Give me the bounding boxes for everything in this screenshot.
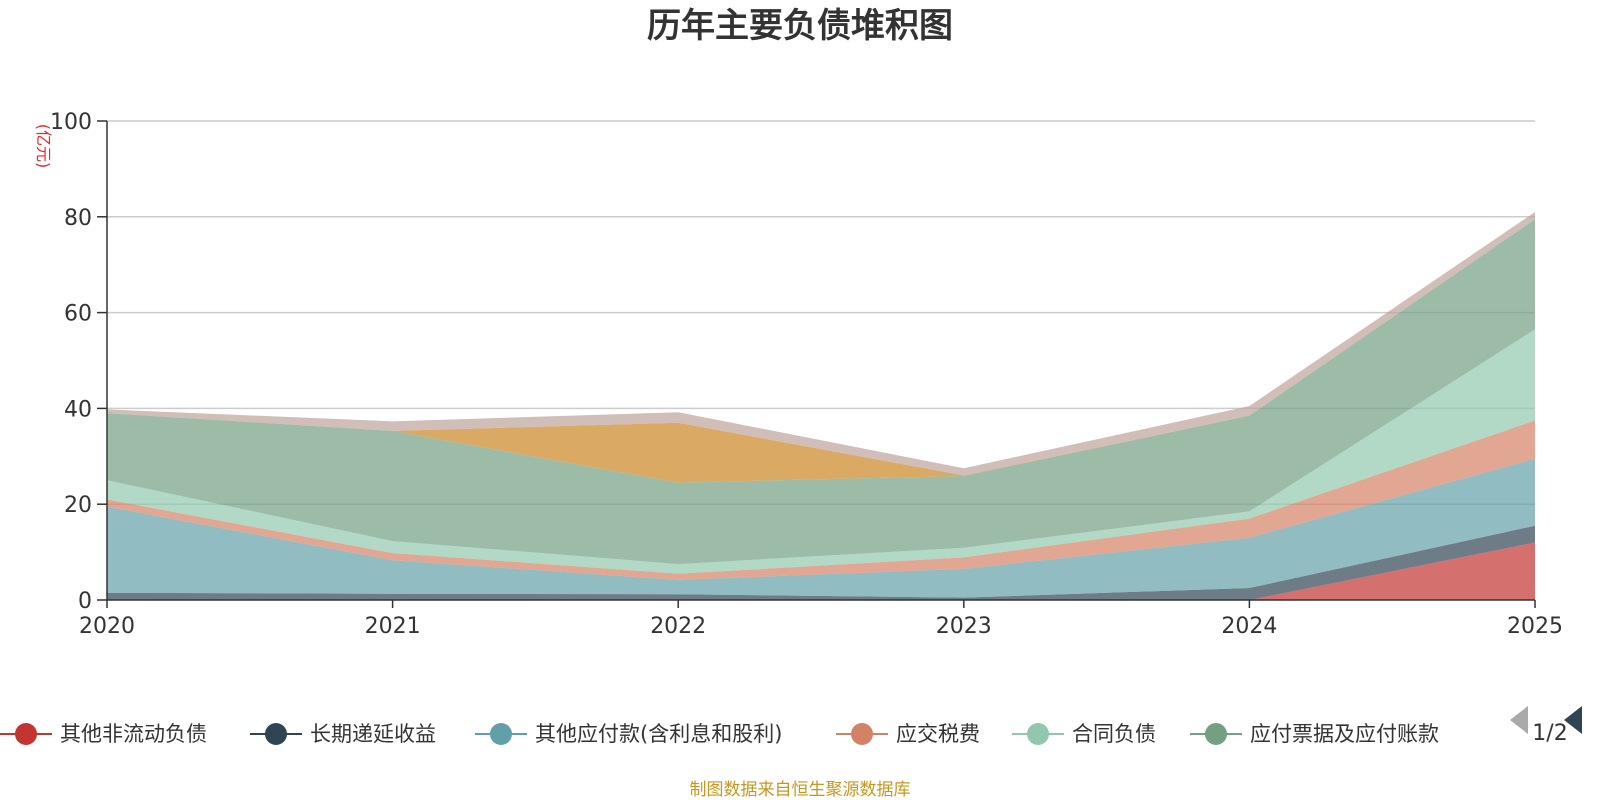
legend-marker-icon (265, 723, 287, 745)
series-area-3 (107, 420, 1535, 580)
x-tick-label: 2022 (650, 614, 706, 639)
legend-label: 其他非流动负债 (60, 722, 207, 746)
x-tick-label: 2023 (936, 614, 992, 639)
legend: 其他非流动负债 长期递延收益 其他应付款(含利息和股利) 应交税费 合同负债 应付票据及应… (0, 722, 1439, 746)
legend-marker-icon (851, 723, 873, 745)
legend-item-2[interactable]: 其他应付款(含利息和股利) (475, 722, 782, 746)
legend-item-4[interactable]: 合同负债 (1012, 722, 1156, 746)
y-axis-unit-label: (亿元) (34, 124, 53, 169)
y-tick-label: 40 (64, 397, 92, 422)
legend-next-page-icon[interactable] (1564, 706, 1582, 734)
axes (106, 121, 1535, 601)
y-tick-label: 0 (78, 589, 92, 614)
data-source-note: 制图数据来自恒生聚源数据库 (690, 780, 911, 800)
legend-item-0[interactable]: 其他非流动负债 (0, 722, 207, 746)
legend-label: 长期递延收益 (310, 722, 436, 746)
legend-label: 应付票据及应付账款 (1250, 722, 1439, 746)
legend-item-1[interactable]: 长期递延收益 (250, 722, 436, 746)
chart-title: 历年主要负债堆积图 (647, 6, 953, 46)
series-area-2 (107, 458, 1535, 598)
y-axis-ticks: 0 20 40 60 80 100 (50, 110, 107, 614)
x-tick-label: 2024 (1221, 614, 1277, 639)
legend-item-5[interactable]: 应付票据及应付账款 (1190, 722, 1439, 746)
series-area-5 (107, 219, 1535, 565)
legend-marker-icon (1027, 723, 1049, 745)
series-area-0 (107, 542, 1535, 600)
legend-item-3[interactable]: 应交税费 (836, 722, 980, 746)
x-tick-label: 2020 (79, 614, 135, 639)
y-tick-label: 20 (64, 493, 92, 518)
legend-marker-icon (15, 723, 37, 745)
series-areas (107, 212, 1535, 600)
legend-pager: 1/2 (1510, 706, 1582, 746)
legend-prev-page-icon[interactable] (1510, 706, 1528, 734)
y-tick-label: 60 (64, 302, 92, 327)
x-axis-ticks: 2020 2021 2022 2023 2024 2025 (79, 600, 1563, 639)
x-tick-label: 2021 (365, 614, 421, 639)
x-tick-label: 2025 (1507, 614, 1563, 639)
legend-label: 应交税费 (896, 722, 980, 746)
y-tick-label: 80 (64, 206, 92, 231)
legend-label: 合同负债 (1072, 722, 1156, 746)
legend-label: 其他应付款(含利息和股利) (535, 722, 782, 746)
y-tick-label: 100 (50, 110, 92, 135)
legend-marker-icon (490, 723, 512, 745)
legend-page-indicator: 1/2 (1532, 721, 1567, 746)
legend-marker-icon (1205, 723, 1227, 745)
